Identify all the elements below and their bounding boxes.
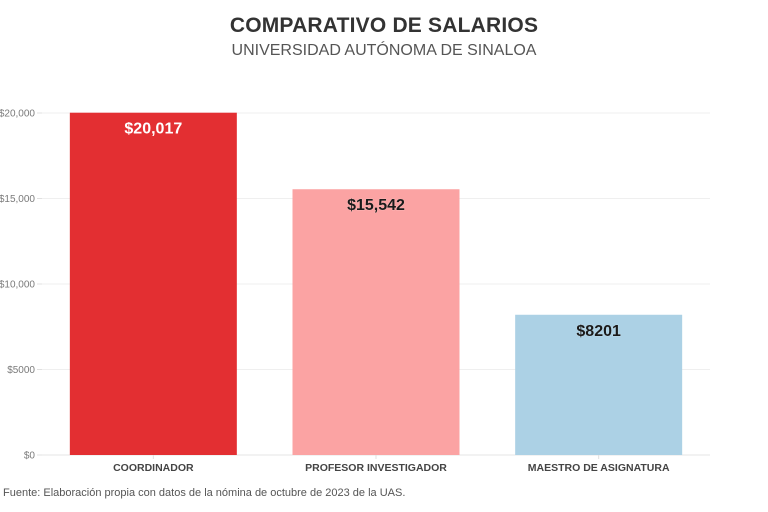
x-tick-label: COORDINADOR — [113, 462, 194, 474]
data-label: $20,017 — [124, 121, 182, 138]
bar — [515, 314, 683, 455]
x-tick-label: MAESTRO DE ASIGNATURA — [528, 462, 670, 474]
bar — [69, 112, 237, 456]
y-tick-label: $0 — [24, 451, 36, 462]
y-tick-label: $15,000 — [0, 194, 35, 205]
bar-chart: $0 $5000 $10,000 $15,000 $20,000 $20,017 COORD… — [0, 109, 710, 474]
y-tick-label: $20,000 — [0, 109, 35, 120]
y-tick-label: $5000 — [7, 365, 35, 376]
y-tick-label: $10,000 — [0, 280, 35, 291]
x-tick-label: PROFESOR INVESTIGADOR — [305, 462, 447, 474]
source-note: Fuente: Elaboración propia con datos de … — [3, 487, 406, 499]
chart-subtitle: UNIVERSIDAD AUTÓNOMA DE SINALOA — [231, 42, 537, 59]
bar — [292, 189, 460, 455]
chart-title: COMPARATIVO DE SALARIOS — [229, 14, 539, 37]
data-label: $15,542 — [347, 197, 405, 214]
data-label: $8201 — [576, 323, 621, 340]
